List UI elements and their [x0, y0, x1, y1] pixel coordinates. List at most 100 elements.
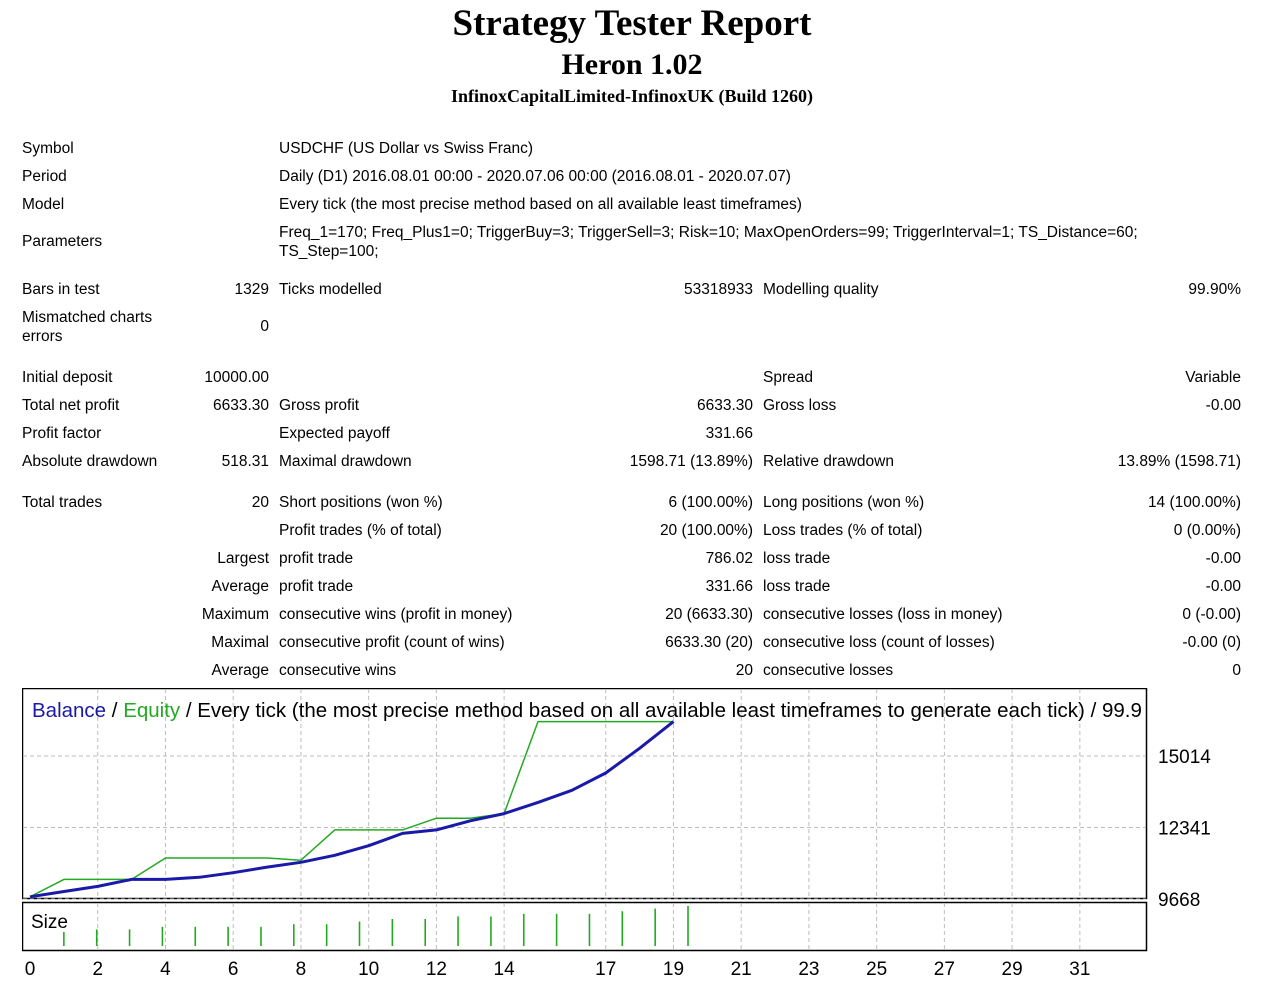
period-label: Period [22, 168, 67, 185]
abs-drawdown-value: 518.31 [221, 453, 269, 470]
max-consec-wins-value: 20 (6633.30) [665, 606, 753, 623]
size-bars [63, 906, 689, 946]
chart-title-balance: Balance [32, 699, 106, 722]
rel-drawdown-value: 13.89% (1598.71) [1117, 453, 1241, 470]
parameters-label: Parameters [22, 233, 103, 250]
x-tick-label: 14 [494, 959, 516, 980]
x-tick-label: 29 [1002, 959, 1023, 980]
x-tick-label: 6 [228, 959, 239, 980]
average-loss-label: loss trade [763, 578, 831, 595]
bars-value: 1329 [234, 281, 269, 298]
main-panel-frame [22, 688, 1148, 900]
largest-profit-value: 786.02 [705, 550, 753, 567]
loss-trades-value: 0 (0.00%) [1173, 522, 1241, 539]
expert-name: Heron 1.02 [561, 48, 703, 81]
bars-label: Bars in test [22, 281, 100, 298]
x-tick-label: 21 [731, 959, 752, 980]
parameters-line-1: Freq_1=170; Freq_Plus1=0; TriggerBuy=3; … [279, 224, 1138, 241]
y-axis-labels: 15014 12341 9668 [1158, 747, 1211, 911]
expected-payoff-value: 331.66 [705, 425, 753, 442]
maximal-consec-loss-label: consecutive loss (count of losses) [763, 634, 995, 651]
expected-payoff-label: Expected payoff [279, 425, 390, 442]
net-profit-label: Total net profit [22, 397, 120, 414]
x-tick-label: 4 [160, 959, 171, 980]
average-consec-label: Average [211, 662, 269, 679]
loss-trades-label: Loss trades (% of total) [763, 522, 923, 539]
x-tick-label: 23 [798, 959, 819, 980]
x-tick-label: 8 [296, 959, 307, 980]
net-profit-value: 6633.30 [212, 397, 269, 414]
profit-trades-label: Profit trades (% of total) [279, 522, 442, 539]
abs-drawdown-label: Absolute drawdown [22, 453, 158, 470]
x-tick-label: 2 [92, 959, 103, 980]
y-tick-label: 15014 [1158, 747, 1211, 768]
avg-consec-losses-label: consecutive losses [763, 662, 894, 679]
server-build: InfinoxCapitalLimited-InfinoxUK (Build 1… [450, 86, 814, 106]
average-loss-value: -0.00 [1205, 578, 1241, 595]
rel-drawdown-label: Relative drawdown [763, 453, 894, 470]
chart-title-separator: / [106, 699, 123, 722]
max-consec-wins-label: consecutive wins (profit in money) [279, 606, 513, 623]
x-tick-label: 17 [595, 959, 616, 980]
max-consec-losses-label: consecutive losses (loss in money) [763, 606, 1003, 623]
average-label: Average [211, 578, 269, 595]
average-profit-label: profit trade [279, 578, 354, 595]
x-tick-label: 25 [866, 959, 887, 980]
spread-value: Variable [1185, 369, 1241, 386]
mismatch-label-1: Mismatched charts [22, 309, 153, 326]
x-axis-labels: 0 2 4 6 8 10 12 14 17 19 21 23 25 27 29 31 [25, 959, 1091, 980]
chart-title: Balance / Equity / Every tick (the most … [32, 699, 1142, 722]
deposit-label: Initial deposit [22, 369, 113, 386]
equity-line [29, 720, 674, 898]
size-panel-label: Size [31, 912, 68, 933]
max-drawdown-label: Maximal drawdown [279, 453, 412, 470]
deposit-value: 10000.00 [204, 369, 269, 386]
model-value: Every tick (the most precise method base… [279, 196, 802, 213]
mismatch-value: 0 [260, 318, 269, 335]
chart-title-rest: / Every tick (the most precise method ba… [180, 699, 1142, 722]
quality-value: 99.90% [1188, 281, 1241, 298]
series-lines [29, 720, 675, 898]
x-tick-label: 0 [25, 959, 36, 980]
maximal-consec-profit-value: 6633.30 (20) [665, 634, 753, 651]
mismatch-label-2: errors [22, 328, 63, 345]
average-profit-value: 331.66 [705, 578, 753, 595]
largest-loss-label: loss trade [763, 550, 831, 567]
symbol-value: USDCHF (US Dollar vs Swiss Franc) [279, 140, 534, 157]
long-label: Long positions (won %) [763, 494, 925, 511]
short-label: Short positions (won %) [279, 494, 443, 511]
chart-canvas: 15014 12341 9668 0 2 4 6 8 10 12 14 17 19 21 23 25 27 29… [22, 688, 1211, 980]
period-value: Daily (D1) 2016.08.01 00:00 - 2020.07.06… [279, 168, 791, 185]
max-drawdown-value: 1598.71 (13.89%) [629, 453, 753, 470]
avg-consec-losses-value: 0 [1232, 662, 1241, 679]
trades-value: 20 [251, 494, 269, 511]
grid [23, 689, 1146, 950]
ticks-value: 53318933 [684, 281, 753, 298]
balance-line [29, 720, 675, 898]
largest-loss-value: -0.00 [1205, 550, 1241, 567]
report-title: Strategy Tester Report [452, 3, 812, 44]
avg-consec-wins-value: 20 [735, 662, 753, 679]
spread-label: Spread [763, 369, 813, 386]
maximal-consec-profit-label: consecutive profit (count of wins) [279, 634, 505, 651]
gross-loss-value: -0.00 [1205, 397, 1241, 414]
avg-consec-wins-label: consecutive wins [279, 662, 397, 679]
trades-label: Total trades [22, 494, 103, 511]
largest-profit-label: profit trade [279, 550, 354, 567]
y-tick-label: 12341 [1158, 819, 1211, 840]
x-tick-label: 27 [934, 959, 955, 980]
gross-profit-value: 6633.30 [696, 397, 753, 414]
quality-label: Modelling quality [763, 281, 879, 298]
profit-trades-value: 20 (100.00%) [659, 522, 753, 539]
largest-label: Largest [217, 550, 269, 567]
x-tick-label: 10 [358, 959, 379, 980]
size-panel-frame [22, 901, 1148, 952]
balance-equity-chart: 15014 12341 9668 0 2 4 6 8 10 12 14 17 19 21 23 25 27 29… [22, 688, 1262, 982]
chart-title-equity: Equity [123, 699, 181, 722]
x-tick-label: 19 [663, 959, 684, 980]
gross-loss-label: Gross loss [763, 397, 837, 414]
profit-factor-label: Profit factor [22, 425, 102, 442]
gross-profit-label: Gross profit [279, 397, 360, 414]
model-label: Model [22, 196, 65, 213]
symbol-label: Symbol [22, 140, 74, 157]
